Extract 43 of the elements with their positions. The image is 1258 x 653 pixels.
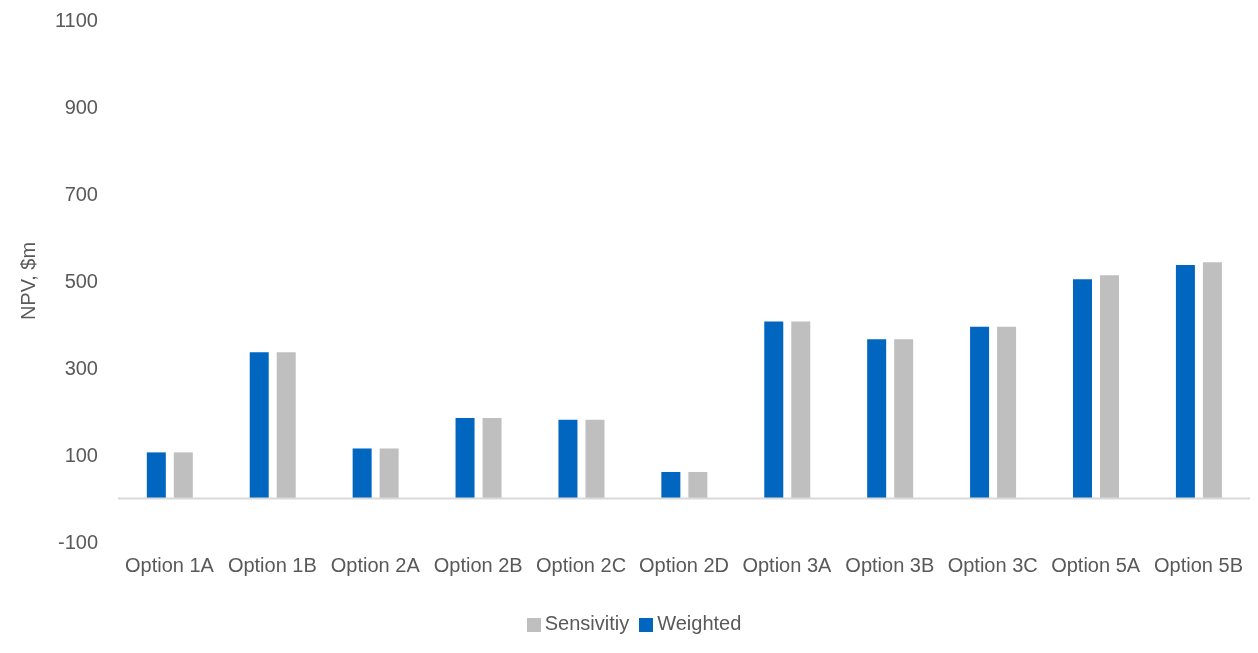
bar	[791, 321, 811, 499]
bar	[352, 448, 372, 499]
y-tick-label: 700	[64, 183, 98, 206]
x-tick-label: Option 2C	[536, 554, 627, 577]
x-tick-label: Option 2B	[433, 554, 523, 577]
bar	[1175, 264, 1195, 499]
y-tick-label: 900	[64, 96, 98, 119]
bar	[1073, 279, 1092, 499]
bar	[173, 452, 193, 499]
y-tick-label: 500	[64, 270, 98, 293]
x-tick-label: Option 3A	[742, 554, 833, 577]
x-tick-label: Option 2A	[330, 554, 421, 577]
x-tick-label: Option 3C	[947, 554, 1038, 577]
bar	[276, 352, 296, 499]
bar	[764, 321, 784, 499]
legend-label: Sensivitiy	[544, 612, 630, 634]
y-tick-label: 100	[64, 444, 98, 467]
y-axis-title: NPV, $m	[17, 241, 40, 321]
bar	[1100, 275, 1119, 499]
bar	[688, 471, 708, 499]
bar	[558, 419, 578, 499]
bar	[482, 418, 502, 499]
y-tick-label: -100	[57, 531, 98, 554]
bar	[146, 452, 166, 499]
y-tick-label: 300	[64, 357, 98, 380]
x-tick-label: Option 1B	[227, 554, 317, 577]
x-tick-label: Option 2D	[638, 554, 730, 577]
legend-label: Weighted	[657, 612, 742, 634]
x-tick-label: Option 1A	[124, 554, 215, 577]
x-tick-label: Option 5A	[1051, 554, 1141, 577]
x-tick-label: Option 5B	[1154, 554, 1244, 577]
y-tick-label: 1100	[54, 9, 98, 32]
bar	[379, 448, 399, 499]
bar	[867, 339, 887, 499]
bar	[455, 418, 475, 499]
bar	[585, 419, 605, 499]
bar	[1202, 262, 1222, 499]
bar	[997, 326, 1017, 499]
bar	[970, 326, 990, 499]
bar	[894, 339, 914, 499]
x-tick-label: Option 3B	[845, 554, 935, 577]
bar	[249, 352, 269, 499]
bar	[661, 471, 681, 499]
